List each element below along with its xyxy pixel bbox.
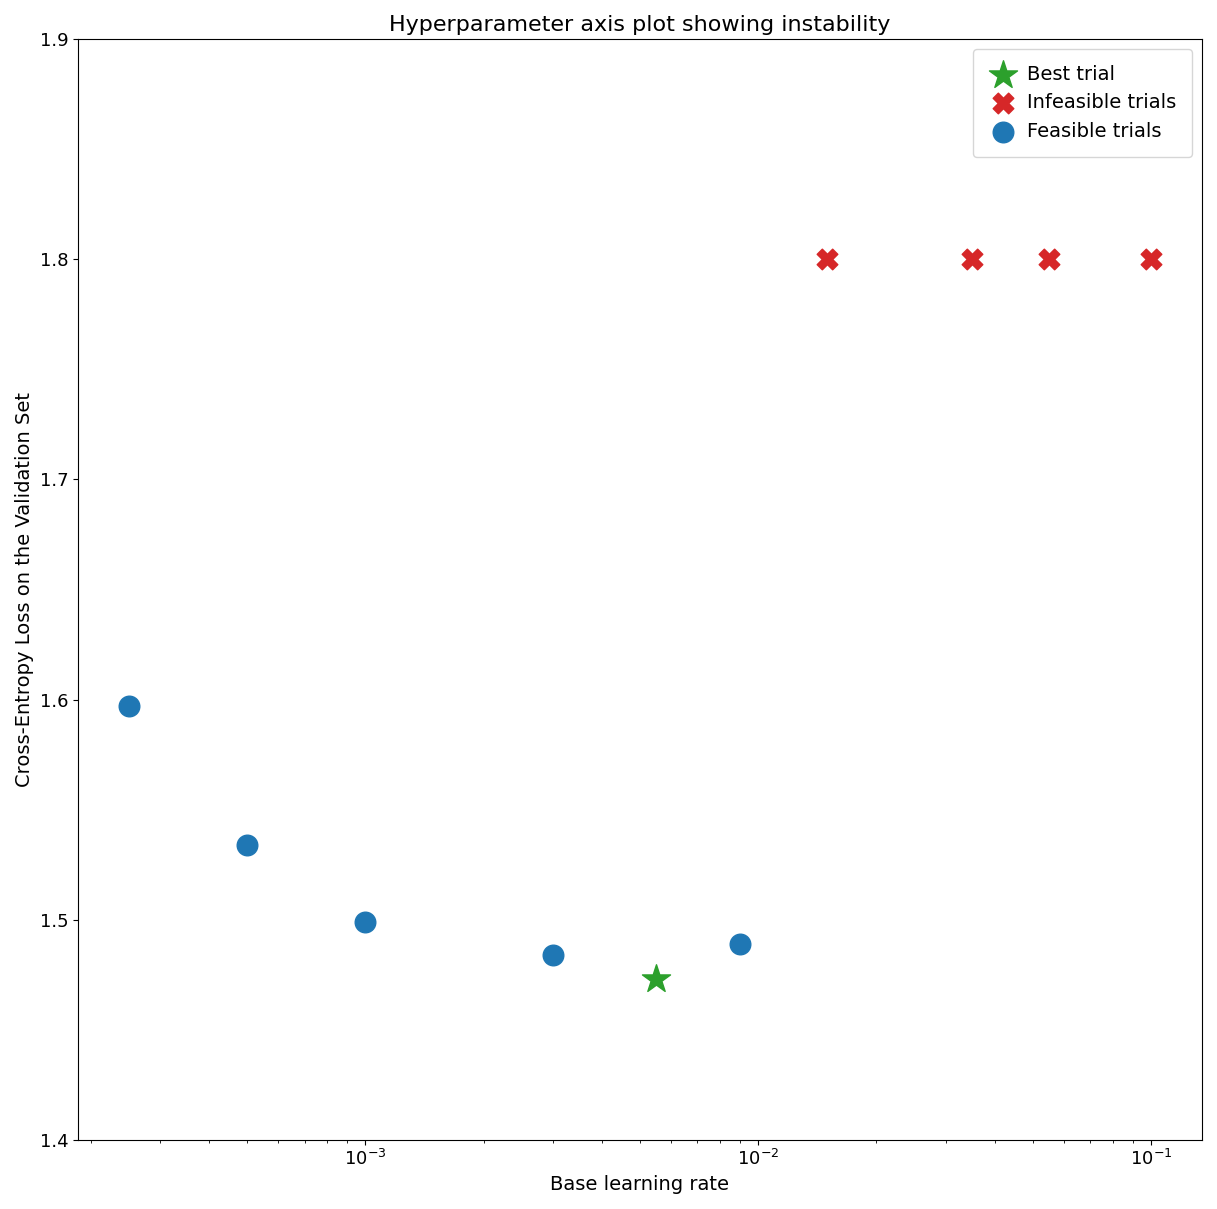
Infeasible trials [1142, 250, 1161, 270]
Feasible trials [119, 696, 139, 716]
Title: Hyperparameter axis plot showing instability: Hyperparameter axis plot showing instabi… [389, 15, 891, 35]
Feasible trials [237, 835, 257, 855]
Legend: Best trial, Infeasible trials, Feasible trials: Best trial, Infeasible trials, Feasible … [974, 50, 1193, 157]
Infeasible trials [963, 250, 982, 270]
Infeasible trials [1039, 250, 1059, 270]
Best trial [646, 970, 666, 989]
Y-axis label: Cross-Entropy Loss on the Validation Set: Cross-Entropy Loss on the Validation Set [15, 392, 34, 787]
Infeasible trials [818, 250, 837, 270]
Feasible trials [730, 935, 750, 954]
X-axis label: Base learning rate: Base learning rate [550, 1175, 729, 1194]
Feasible trials [355, 912, 375, 931]
Feasible trials [543, 945, 562, 965]
